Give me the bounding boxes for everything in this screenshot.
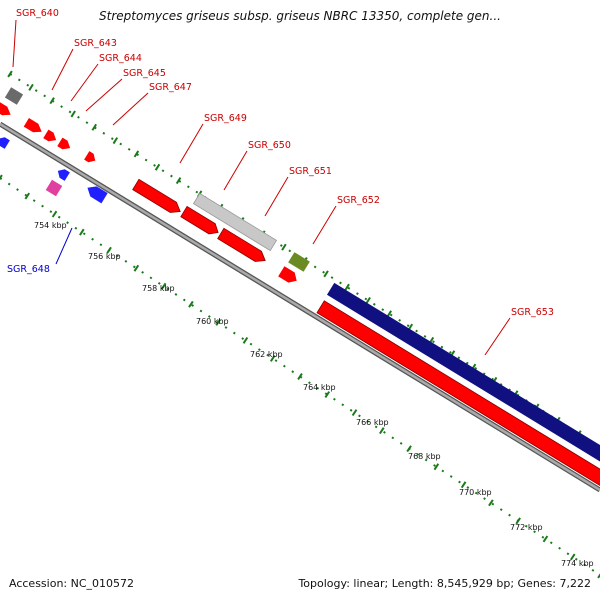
track-tick [297,373,303,380]
track-tick [597,573,600,579]
track-tick [112,137,119,145]
ruler-label: 766 kbp [356,418,389,427]
ruler-ticks [0,174,600,579]
callout-lines [12,19,511,356]
track-tick [49,97,55,105]
gene-label-sgr644: SGR_644 [99,53,142,64]
track-tick [351,409,358,417]
feature-silver-box[interactable] [192,192,278,252]
gene-label-sgr649: SGR_649 [204,113,247,124]
gene-arrow[interactable] [217,227,269,265]
gene-arrow[interactable] [43,129,58,145]
gene-label-sgr647: SGR_647 [149,82,192,93]
gene-arrow[interactable] [57,137,72,153]
track-tick [133,150,140,158]
track-tick [379,427,385,435]
ruler-label: 770 kbp [459,488,492,497]
accession-text: Accession: NC_010572 [9,577,135,590]
gene-label-sgr651: SGR_651 [289,166,332,177]
track-tick [28,83,34,91]
track-tick [460,481,467,489]
track-tick [365,296,371,304]
track-tick [70,110,76,118]
ruler-label: 768 kbp [408,452,441,461]
track-tick [515,517,521,525]
track-tick [160,282,167,290]
map-title: Streptomyces griseus subsp. griseus NBRC… [99,9,501,23]
feature-pink-box[interactable] [45,179,63,197]
gene-arrow[interactable] [180,205,221,237]
gene-label-sgr653: SGR_653 [511,307,554,318]
track-tick [569,553,576,561]
upper-dotted-track [9,73,600,448]
ruler-label: 774 kbp [561,559,594,568]
track-tick [406,445,412,453]
track-tick [106,246,112,254]
ruler-label: 754 kbp [34,221,67,230]
ruler-label: 758 kbp [142,284,175,293]
track-tick [542,535,549,543]
gene-arrow[interactable] [84,151,98,165]
ruler-label: 760 kbp [196,317,229,326]
gene-arrow-reverse[interactable] [55,167,70,181]
gene-label-sgr645: SGR_645 [123,68,166,79]
gene-arrow-reverse[interactable] [0,135,10,149]
ruler-label: 772 kbp [510,523,543,532]
track-tick [242,336,249,344]
track-tick [488,499,494,507]
gene-label-sgr643: SGR_643 [74,38,117,49]
track-tick [7,70,13,78]
track-tick [91,123,98,131]
track-tick [323,270,329,278]
feature-gray-box[interactable] [4,87,24,105]
feature-olive-box[interactable] [288,252,310,272]
ruler-label: 762 kbp [250,350,283,359]
track-tick [281,243,287,251]
track-tick [188,300,194,308]
gene-arrow-long[interactable] [316,300,600,495]
genome-stats-text: Topology: linear; Length: 8,545,929 bp; … [298,577,591,590]
track-tick [433,463,440,471]
track-tick [133,264,140,272]
backbone-highlight [0,122,600,492]
track-tick [51,210,58,218]
track-tick [269,354,276,362]
gene-label-sgr640: SGR_640 [16,8,59,19]
track-tick [175,177,182,185]
gene-label-sgr650: SGR_650 [248,140,291,151]
track-tick [344,283,350,291]
track-tick [24,192,31,200]
track-tick [0,174,3,180]
gene-label-sgr648: SGR_648 [7,264,50,275]
gene-arrow[interactable] [278,266,300,286]
track-tick [154,163,161,171]
track-tick [215,318,221,326]
gene-label-sgr652: SGR_652 [337,195,380,206]
track-tick [79,228,85,236]
ruler-label: 756 kbp [88,252,121,261]
gene-arrow-reverse[interactable] [84,183,108,204]
gene-arrow[interactable] [0,101,13,119]
callout-line-reverse [55,227,73,265]
gene-arrow[interactable] [132,178,184,216]
feature-navy-long[interactable] [326,282,600,478]
gene-arrow[interactable] [23,118,45,136]
gene-features [0,87,600,495]
ruler-label: 764 kbp [303,383,336,392]
track-tick [324,391,331,399]
